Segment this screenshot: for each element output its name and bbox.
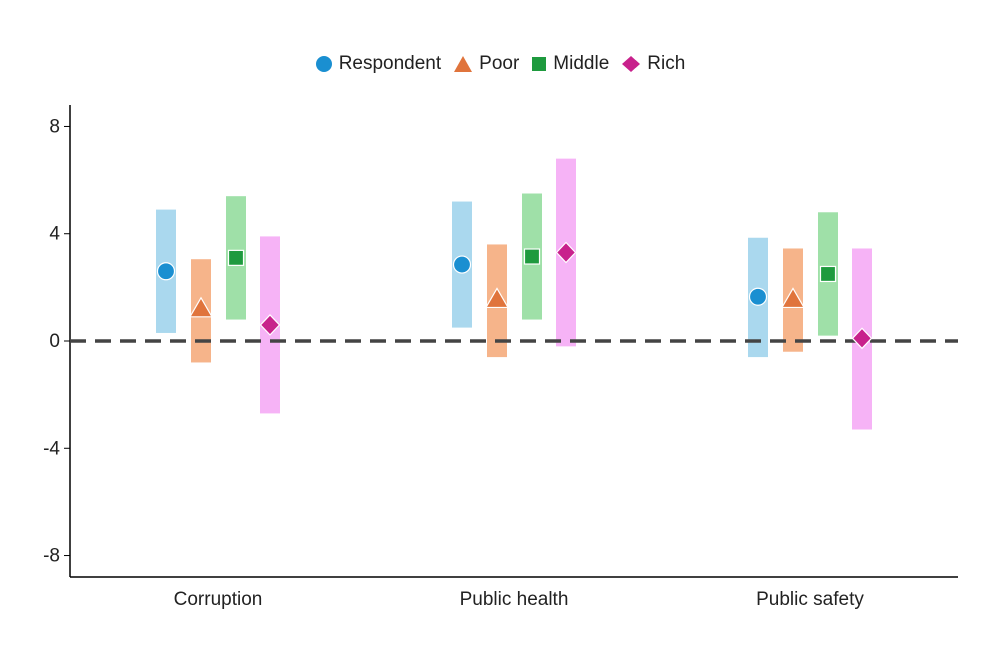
circle-marker-icon [315, 56, 332, 72]
point-rich [555, 241, 577, 264]
square-marker-icon [532, 57, 547, 71]
legend-label: Respondent [338, 53, 442, 74]
y-tick-label: -4 [43, 438, 60, 459]
point-poor [188, 296, 214, 318]
legend-item-middle: Middle [531, 53, 609, 75]
legend-item-poor: Poor [453, 53, 519, 75]
point-poor [484, 287, 510, 309]
y-tick-label: 8 [49, 116, 60, 137]
point-respondent [452, 255, 472, 274]
legend: Respondent Poor Middle Rich [0, 53, 1000, 75]
legend-item-respondent: Respondent [315, 53, 441, 75]
point-poor [780, 287, 806, 309]
legend-label: Middle [553, 53, 610, 74]
legend-label: Poor [479, 53, 520, 74]
y-tick-label: 4 [49, 224, 60, 245]
y-tick-label: 0 [49, 331, 60, 352]
point-rich [259, 314, 281, 336]
point-respondent [156, 262, 176, 281]
diamond-marker-icon [622, 56, 641, 72]
point-middle [523, 248, 541, 265]
point-respondent [748, 287, 768, 306]
y-tick-label: -8 [43, 546, 60, 567]
legend-label: Rich [647, 53, 686, 74]
x-tick-label: Public health [460, 589, 569, 610]
legend-item-rich: Rich [621, 53, 685, 75]
point-middle [227, 249, 245, 266]
x-tick-label: Public safety [756, 589, 864, 610]
point-middle [819, 265, 837, 283]
x-tick-label: Corruption [174, 589, 263, 610]
triangle-marker-icon [454, 56, 473, 72]
point-rich [851, 327, 873, 350]
